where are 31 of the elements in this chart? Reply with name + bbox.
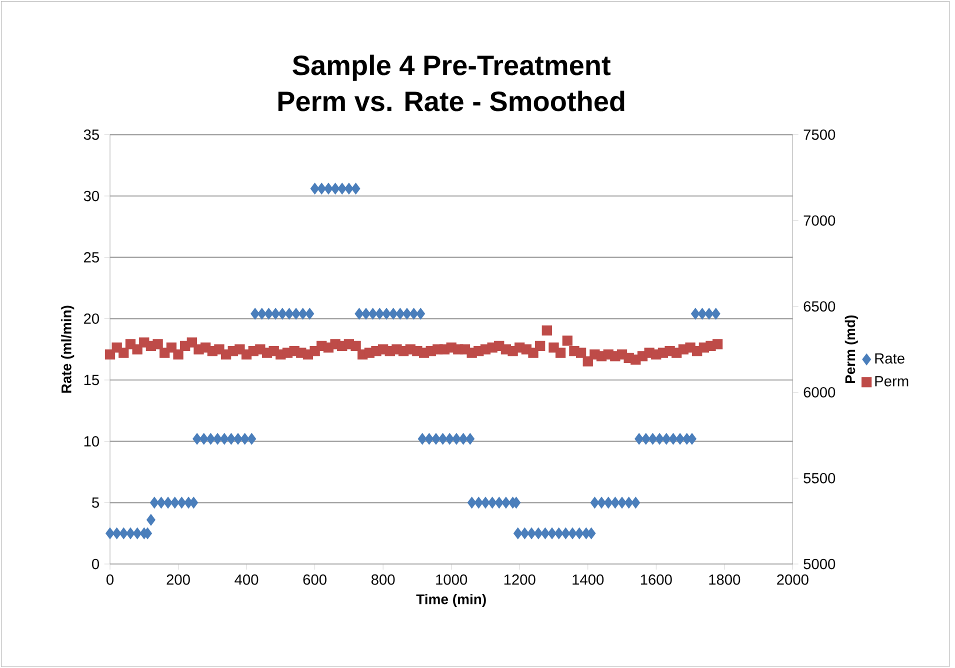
legend-label: Perm	[875, 376, 908, 386]
y-tick-label: 15	[84, 374, 99, 386]
y2-tick-label: 5000	[804, 558, 836, 570]
y-tick-label: 0	[92, 558, 100, 570]
legend-label: Rate	[875, 353, 904, 364]
x-tick-label: 1000	[436, 574, 468, 585]
x-tick-label: 200	[166, 574, 190, 585]
x-tick-label: 0	[106, 574, 114, 585]
y2-axis-title: Perm (md)	[844, 315, 858, 384]
x-axis-title: Time (min)	[416, 594, 486, 607]
y2-tick-label: 6000	[804, 387, 836, 398]
x-tick-label: 1200	[504, 574, 536, 585]
y2-tick-label: 5500	[804, 472, 836, 484]
y2-tick-label: 7000	[804, 215, 836, 226]
chart-title: Sample 4 Pre-Treatment Perm vs. Rate - Smoothed	[278, 54, 624, 112]
x-tick-label: 2000	[777, 574, 808, 585]
x-tick-label: 1400	[572, 574, 604, 585]
y-axis-title: Rate (ml/min)	[61, 306, 74, 393]
y-tick-label: 35	[84, 129, 99, 140]
y-tick-label: 10	[84, 436, 100, 447]
x-tick-label: 600	[303, 574, 326, 585]
y2-tick-label: 6500	[804, 301, 836, 312]
y-tick-label: 30	[84, 190, 100, 202]
y-tick-label: 20	[84, 313, 100, 324]
y-tick-label: 5	[92, 498, 99, 508]
x-tick-label: 400	[234, 574, 258, 585]
x-tick-label: 1600	[640, 574, 672, 585]
y-tick-label: 25	[84, 252, 99, 263]
y2-tick-label: 7500	[804, 129, 836, 140]
x-tick-label: 800	[371, 574, 395, 585]
x-tick-label: 1800	[709, 574, 740, 585]
